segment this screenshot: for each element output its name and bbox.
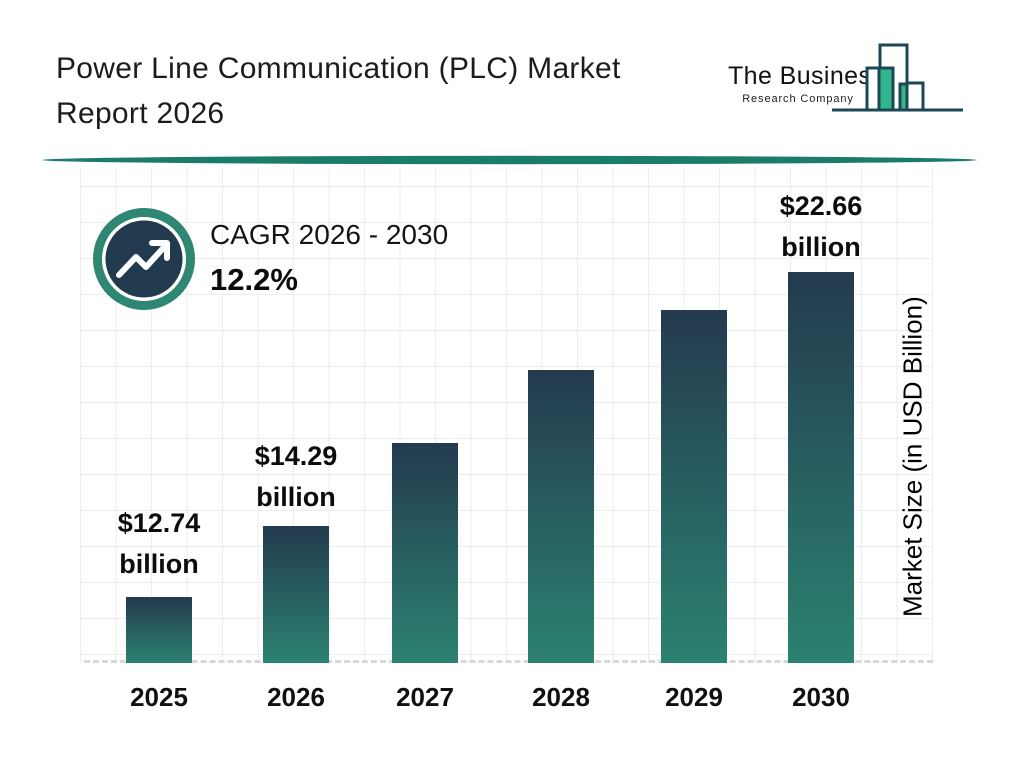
divider-line: [42, 155, 977, 165]
cagr-period-label: CAGR 2026 - 2030: [210, 219, 449, 250]
logo-subname: Research Company: [742, 93, 854, 105]
bar-2029: [661, 310, 727, 663]
bar-2026: [263, 526, 329, 663]
y-axis-label: Market Size (in USD Billion): [897, 296, 928, 618]
x-axis-label-2027: 2027: [396, 682, 454, 712]
bar-2030: [788, 272, 854, 663]
bar-2025: [126, 597, 192, 663]
x-axis-label-2030: 2030: [792, 682, 850, 712]
bar-2028: [528, 370, 594, 663]
x-axis-label-2028: 2028: [532, 682, 590, 712]
x-axis-label-2025: 2025: [130, 682, 188, 712]
logo-name: The Business: [728, 62, 885, 90]
company-logo: The Business Research Company: [728, 62, 885, 105]
value-label-2030: $22.66 billion: [779, 191, 863, 262]
bar-2027: [392, 443, 458, 663]
trend-up-icon: [93, 208, 195, 310]
cagr-value: 12.2%: [210, 262, 298, 297]
page-title: Power Line Communication (PLC) Market Re…: [56, 46, 736, 136]
x-axis-label-2029: 2029: [665, 682, 723, 712]
value-label-2026: $14.29 billion: [254, 441, 338, 512]
page-title-line1: Power Line Communication (PLC) Market: [56, 52, 621, 85]
value-label-2025: $12.74 billion: [117, 508, 201, 579]
page-title-line2: Report 2026: [56, 97, 225, 130]
logo-bars-icon: [832, 43, 963, 112]
chart-baseline: [84, 660, 933, 663]
x-axis-label-2026: 2026: [267, 682, 325, 712]
